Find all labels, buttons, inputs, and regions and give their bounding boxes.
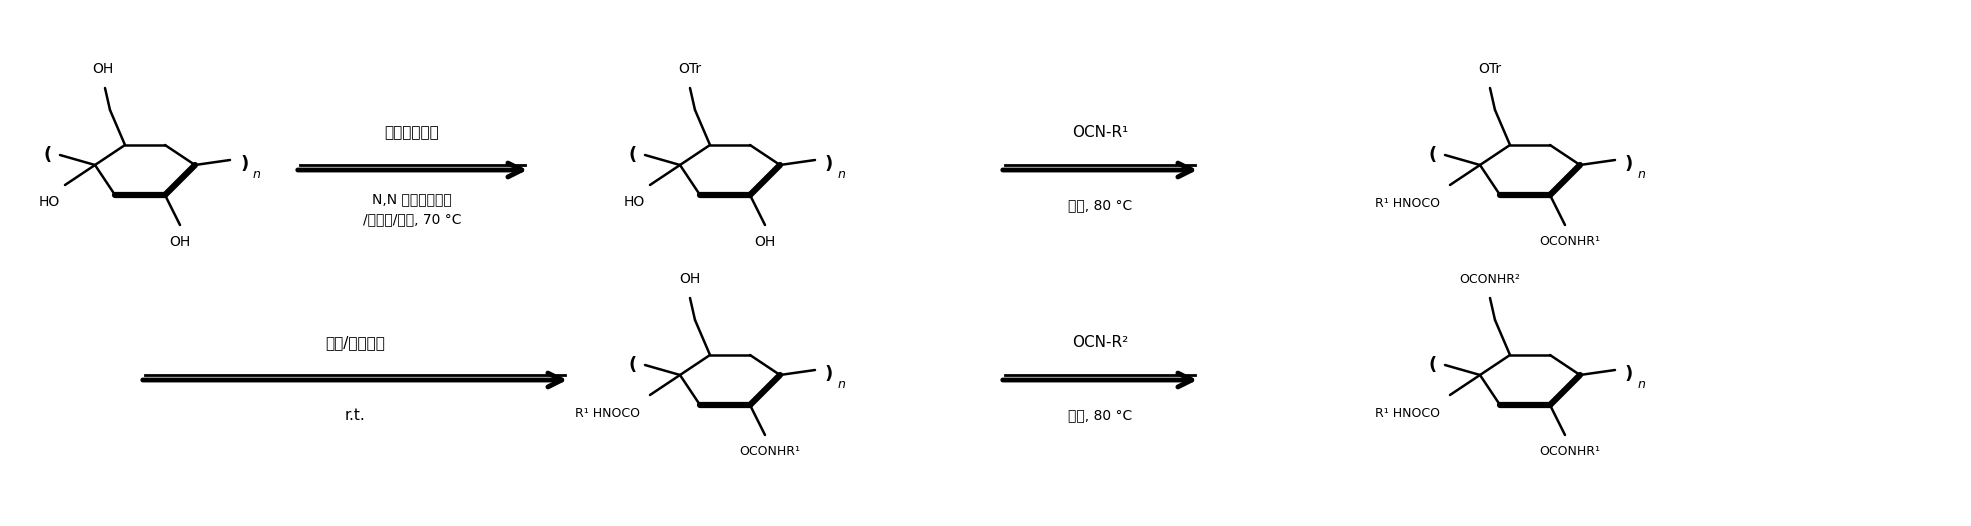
Text: 吵啄, 80 °C: 吵啄, 80 °C: [1068, 198, 1131, 212]
Text: ): ): [826, 365, 834, 383]
Text: OH: OH: [170, 235, 191, 249]
Text: r.t.: r.t.: [345, 408, 365, 423]
Text: OCONHR²: OCONHR²: [1459, 273, 1520, 286]
Text: N,N 二甲基乙酰胺: N,N 二甲基乙酰胺: [373, 192, 451, 206]
Text: R¹ HNOCO: R¹ HNOCO: [1376, 197, 1441, 210]
Text: (: (: [1429, 356, 1437, 374]
Text: OCONHR¹: OCONHR¹: [1539, 445, 1600, 458]
Text: OCN-R²: OCN-R²: [1072, 335, 1127, 350]
Text: OCN-R¹: OCN-R¹: [1072, 125, 1127, 140]
Text: ): ): [1624, 155, 1634, 173]
Text: (: (: [629, 356, 637, 374]
Text: HO: HO: [623, 195, 645, 209]
Text: $n$: $n$: [838, 378, 846, 390]
Text: $n$: $n$: [838, 167, 846, 180]
Text: ): ): [240, 155, 248, 173]
Text: OH: OH: [680, 272, 700, 286]
Text: /氯化锂/吵啄, 70 °C: /氯化锂/吵啄, 70 °C: [363, 212, 461, 226]
Text: OTr: OTr: [1478, 62, 1502, 76]
Text: OCONHR¹: OCONHR¹: [1539, 235, 1600, 248]
Text: OH: OH: [93, 62, 114, 76]
Text: $n$: $n$: [252, 167, 260, 180]
Text: OH: OH: [755, 235, 777, 249]
Text: R¹ HNOCO: R¹ HNOCO: [576, 407, 641, 420]
Text: HO: HO: [39, 195, 59, 209]
Text: (: (: [629, 146, 637, 164]
Text: 吵啄, 80 °C: 吵啄, 80 °C: [1068, 408, 1131, 422]
Text: OCONHR¹: OCONHR¹: [739, 445, 800, 458]
Text: (: (: [43, 146, 51, 164]
Text: (: (: [1429, 146, 1437, 164]
Text: R¹ HNOCO: R¹ HNOCO: [1376, 407, 1441, 420]
Text: ): ): [1624, 365, 1634, 383]
Text: $n$: $n$: [1638, 167, 1646, 180]
Text: $n$: $n$: [1638, 378, 1646, 390]
Text: ): ): [826, 155, 834, 173]
Text: 三苯基氯甲烷: 三苯基氯甲烷: [384, 125, 440, 140]
Text: OTr: OTr: [678, 62, 702, 76]
Text: 盐酸/四氢吵喂: 盐酸/四氢吵喂: [325, 335, 384, 350]
